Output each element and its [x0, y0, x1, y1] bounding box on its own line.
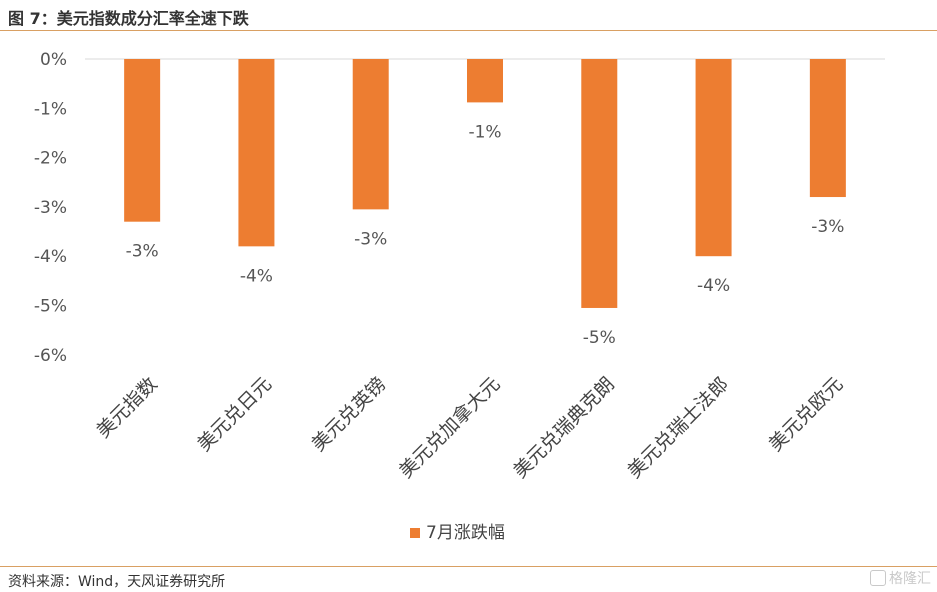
- y-tick-label: -1%: [34, 99, 67, 119]
- bar: [695, 59, 732, 257]
- x-category-label: 美元兑瑞典克朗: [509, 373, 619, 483]
- figure-title: 图 7：美元指数成分汇率全速下跌: [8, 9, 249, 28]
- x-category-label: 美元兑加拿大元: [394, 372, 504, 482]
- y-tick-label: -3%: [34, 198, 67, 218]
- data-label: -4%: [697, 276, 730, 296]
- legend-label: 7月涨跌幅: [426, 523, 505, 543]
- legend-swatch: [410, 528, 420, 538]
- data-label: -1%: [468, 122, 501, 142]
- bar-series: -3% -4% -3% -1% -5% -4% -3%: [124, 59, 846, 348]
- bar-chart: 0%-1%-2%-3%-4%-5%-6% -3%-4%-3%-1%-5%-4%-…: [34, 50, 885, 543]
- x-axis-labels: 美元指数 美元兑日元 美元兑英镑 美元兑加拿大元 美元兑瑞典克朗 美元兑瑞士法郎 美元兑欧元: [92, 372, 847, 482]
- bar: [238, 59, 275, 247]
- footer-divider: [0, 566, 937, 567]
- bar: [467, 59, 503, 103]
- data-label: -5%: [583, 328, 616, 348]
- watermark: 格隆汇: [870, 568, 931, 588]
- bar: [124, 59, 161, 222]
- y-tick-label: -5%: [34, 297, 67, 317]
- legend: 7月涨跌幅: [410, 523, 505, 543]
- bar: [581, 59, 618, 308]
- data-label: -4%: [240, 266, 273, 286]
- y-tick-label: -2%: [34, 149, 67, 169]
- source-note: 资料来源：Wind，天风证券研究所: [8, 574, 226, 590]
- x-category-label: 美元兑日元: [193, 373, 276, 456]
- bar: [809, 59, 846, 198]
- y-tick-label: -6%: [34, 346, 67, 366]
- x-category-label: 美元兑欧元: [765, 373, 848, 456]
- x-category-label: 美元兑瑞士法郎: [623, 373, 733, 483]
- y-axis-ticks: 0% -1% -2% -3% -4% -5% -6%: [34, 50, 67, 366]
- data-label: -3%: [811, 217, 844, 237]
- watermark-text: 格隆汇: [889, 571, 931, 587]
- y-tick-label: -4%: [34, 247, 67, 267]
- x-category-label: 美元兑英镑: [308, 373, 391, 456]
- data-label: -3%: [126, 242, 159, 262]
- y-tick-label: 0%: [40, 50, 67, 70]
- x-category-label: 美元指数: [92, 373, 161, 442]
- data-label: -3%: [354, 229, 387, 249]
- watermark-logo-icon: [870, 570, 886, 586]
- title-divider: [0, 30, 937, 31]
- bar: [352, 59, 389, 210]
